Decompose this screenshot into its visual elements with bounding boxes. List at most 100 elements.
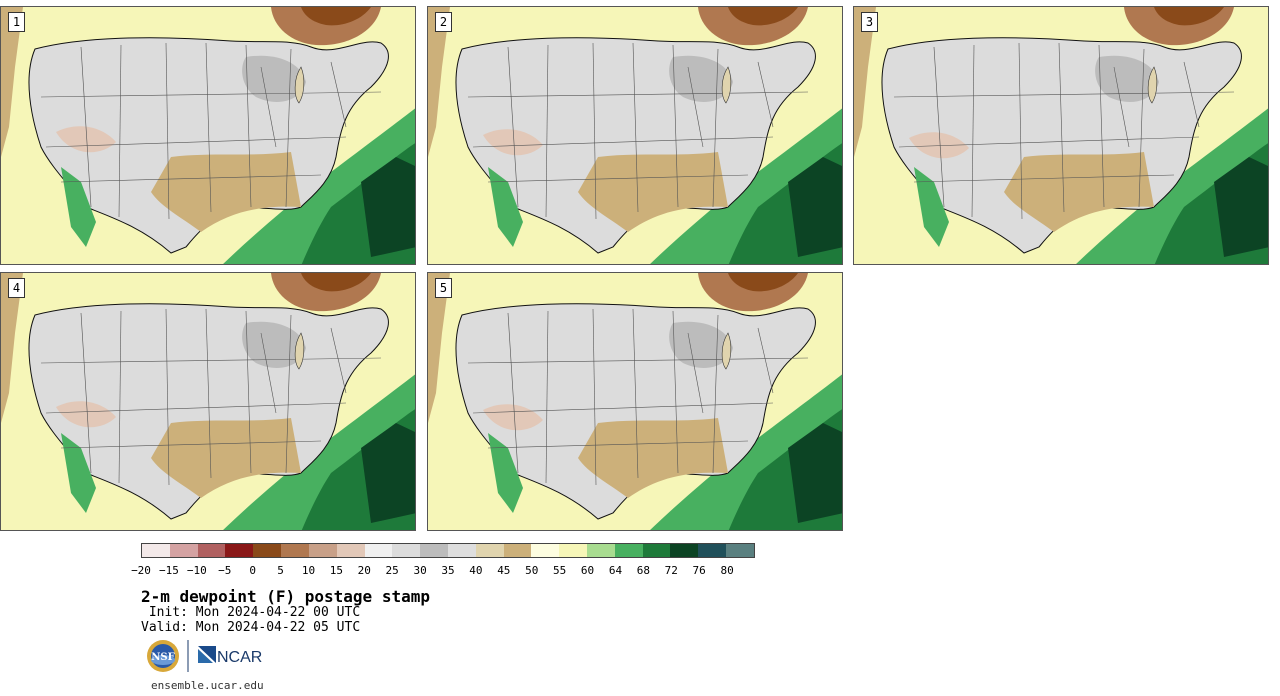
state-boundary	[545, 310, 549, 484]
state-boundary	[80, 46, 92, 208]
state-boundary	[60, 440, 322, 449]
colorbar-tick-label: −10	[186, 564, 207, 577]
canada-dry-core	[301, 7, 371, 26]
lake-michigan	[294, 332, 305, 370]
state-boundary	[507, 312, 519, 474]
state-boundary	[285, 48, 292, 208]
colorbar-tick-label: 68	[636, 564, 650, 577]
state-boundary	[467, 357, 809, 364]
stamp-panel-4: 4	[0, 272, 416, 531]
colorbar-tick-label: 10	[301, 564, 316, 577]
colorbar-swatch	[336, 544, 365, 557]
colorbar	[141, 543, 755, 558]
canada-dry-core	[1154, 7, 1224, 26]
site-url: ensemble.ucar.edu	[151, 679, 264, 692]
colorbar-swatch	[308, 544, 337, 557]
state-boundary	[165, 42, 170, 220]
colorbar-swatch	[559, 544, 587, 557]
colorbar-tick-label: 20	[357, 564, 371, 577]
state-boundary	[757, 327, 774, 394]
state-boundary	[330, 327, 347, 394]
nsf-logo-text: NSF	[151, 652, 174, 663]
western-dry-patch	[56, 126, 116, 153]
colorbar-swatch	[670, 544, 699, 557]
state-boundary	[893, 91, 1235, 98]
colorbar-tick-label: −5	[218, 564, 232, 577]
colorbar-swatch	[503, 544, 532, 557]
colorbar-tick-label: 76	[692, 564, 706, 577]
canada-dry-core	[728, 273, 798, 292]
colorbar-tick-label: 5	[277, 564, 284, 577]
state-boundary	[472, 402, 774, 414]
colorbar-tick-label: 25	[385, 564, 399, 577]
colorbar-tick-label: 30	[413, 564, 427, 577]
great-lakes-dry-zone	[669, 55, 733, 102]
atlantic-moisture-core	[788, 157, 842, 257]
dewpoint-map-1	[1, 7, 415, 264]
state-boundary	[757, 61, 774, 128]
colorbar-tick-label: 80	[720, 564, 734, 577]
western-dry-patch	[56, 401, 116, 428]
stamp-panel-5: 5	[427, 272, 843, 531]
state-boundary	[672, 44, 679, 208]
colorbar-tick-label: −20	[131, 564, 151, 577]
southern-plains-moisture	[578, 418, 728, 498]
state-boundary	[260, 332, 277, 414]
valid-time: Valid: Mon 2024-04-22 05 UTC	[141, 620, 361, 635]
southern-plains-moisture	[1004, 152, 1154, 232]
great-lakes-dry-zone	[242, 55, 306, 102]
colorbar-swatch	[475, 544, 504, 557]
state-boundary	[672, 310, 679, 474]
state-boundary	[40, 357, 382, 364]
colorbar-swatch	[587, 544, 615, 557]
state-boundary	[45, 136, 347, 148]
mexico-west-coast-moisture	[914, 167, 949, 247]
state-boundary	[545, 44, 549, 218]
state-boundary	[472, 136, 774, 148]
southern-plains-moisture	[151, 418, 301, 498]
state-boundary	[118, 310, 122, 484]
state-boundary	[712, 48, 719, 208]
atlantic-moisture-core	[361, 157, 415, 257]
state-boundary	[898, 136, 1200, 148]
stamp-panel-1: 1	[0, 6, 416, 265]
colorbar-tick-label: 15	[329, 564, 343, 577]
state-boundary	[1098, 44, 1105, 208]
colorbar-swatch	[197, 544, 226, 557]
colorbar-swatch	[726, 544, 754, 557]
state-boundary	[1113, 66, 1130, 148]
panel-number: 4	[8, 278, 25, 298]
state-boundary	[1058, 42, 1065, 213]
state-boundary	[487, 440, 749, 449]
colorbar-swatch	[253, 544, 282, 557]
southern-plains-moisture	[151, 152, 301, 232]
pacific-coast-moisture	[1, 7, 23, 157]
panel-number: 5	[435, 278, 452, 298]
state-boundary	[245, 310, 252, 474]
state-boundary	[245, 44, 252, 208]
state-boundary	[205, 308, 212, 479]
page-title: 2-m dewpoint (F) postage stamp	[141, 587, 430, 606]
ncar-logo: NCAR	[198, 646, 262, 666]
great-lakes-dry-zone	[1095, 55, 1159, 102]
atlantic-moisture-core	[361, 423, 415, 523]
dewpoint-map-5	[428, 273, 842, 530]
mexico-west-coast-moisture	[488, 433, 523, 513]
pacific-coast-moisture	[854, 7, 876, 157]
mexico-west-coast-moisture	[61, 167, 96, 247]
stamp-panel-2: 2	[427, 6, 843, 265]
colorbar-swatch	[169, 544, 198, 557]
colorbar-tick-label: 72	[664, 564, 678, 577]
colorbar-swatch	[642, 544, 671, 557]
state-boundary	[205, 42, 212, 213]
colorbar-tick-label: −15	[158, 564, 179, 577]
atlantic-moisture-core	[788, 423, 842, 523]
panel-number: 2	[435, 12, 452, 32]
panel-number: 1	[8, 12, 25, 32]
great-lakes-dry-zone	[669, 321, 733, 368]
state-boundary	[260, 66, 277, 148]
mexico-west-coast-moisture	[488, 167, 523, 247]
dewpoint-map-4	[1, 273, 415, 530]
state-boundary	[330, 61, 347, 128]
canada-dry-core	[301, 273, 371, 292]
